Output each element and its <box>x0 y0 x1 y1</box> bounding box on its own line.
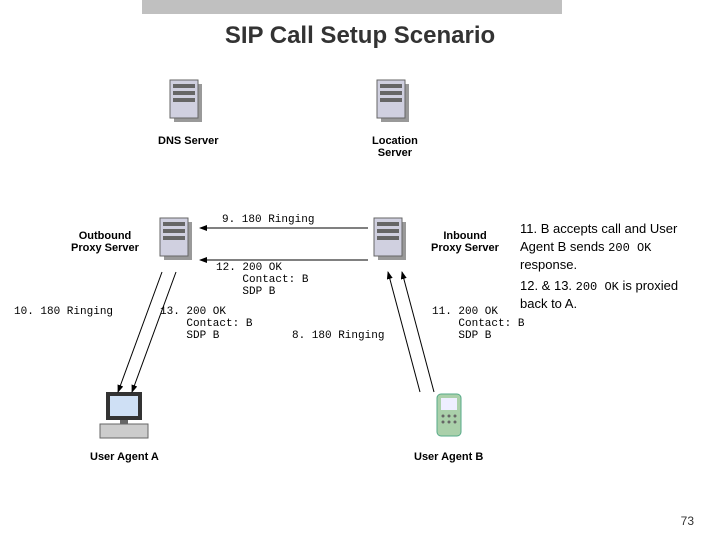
page-title: SIP Call Setup Scenario <box>0 22 720 50</box>
outbound-proxy-node <box>158 216 198 269</box>
outbound-proxy-label: Outbound Proxy Server <box>60 230 150 254</box>
server-icon <box>375 78 415 131</box>
user-agent-b-label: User Agent B <box>414 451 483 463</box>
note-11-a: 11. B accepts call and User Agent B send… <box>520 221 677 254</box>
user-agent-b-node: User Agent B <box>414 390 483 463</box>
msg-11: 11. 200 OK Contact: B SDP B <box>432 306 524 342</box>
user-agent-a-label: User Agent A <box>90 451 159 463</box>
note-11-b: response. <box>520 257 577 272</box>
page-number: 73 <box>681 514 694 528</box>
note-11-code: 200 OK <box>608 241 651 255</box>
dns-server-node: DNS Server <box>158 78 219 147</box>
msg-13: 13. 200 OK Contact: B SDP B <box>160 306 252 342</box>
note-11: 11. B accepts call and User Agent B send… <box>520 220 705 273</box>
side-notes: 11. B accepts call and User Agent B send… <box>520 220 705 313</box>
inbound-proxy-node <box>372 216 412 269</box>
msg-8: 8. 180 Ringing <box>292 330 384 342</box>
dns-server-label: DNS Server <box>158 135 219 147</box>
msg-10: 10. 180 Ringing <box>14 306 113 318</box>
user-agent-a-node: User Agent A <box>90 390 159 463</box>
location-server-label: Location Server <box>372 135 418 159</box>
msg-9: 9. 180 Ringing <box>222 214 314 226</box>
server-icon <box>168 78 208 131</box>
note-12-code: 200 OK <box>576 280 619 294</box>
phone-icon <box>431 390 467 447</box>
note-12-a: 12. & 13. <box>520 278 576 293</box>
location-server-node: Location Server <box>372 78 418 159</box>
msg-12: 12. 200 OK Contact: B SDP B <box>216 262 308 298</box>
server-icon <box>158 216 198 269</box>
server-icon <box>372 216 412 269</box>
note-12-13: 12. & 13. 200 OK is proxied back to A. <box>520 277 705 313</box>
top-bar <box>142 0 562 14</box>
computer-icon <box>96 390 152 447</box>
inbound-proxy-label: Inbound Proxy Server <box>420 230 510 254</box>
